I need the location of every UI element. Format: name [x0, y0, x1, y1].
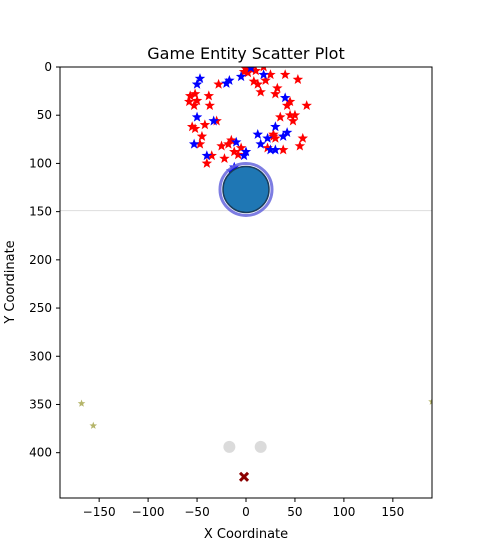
x-tick-label: 0 [242, 505, 250, 519]
star-marker [265, 69, 276, 80]
star-marker [284, 109, 296, 120]
star-marker [201, 157, 213, 168]
star-marker [230, 136, 242, 147]
star-marker [255, 138, 266, 149]
star-marker [77, 399, 86, 407]
star-marker [277, 144, 289, 155]
star-marker [262, 142, 273, 153]
star-marker [277, 130, 289, 141]
star-marker [270, 144, 281, 155]
star-marker [281, 100, 293, 111]
star-marker [224, 75, 235, 85]
x-tick-label: 150 [381, 505, 404, 519]
star-marker [194, 73, 206, 84]
star-marker [189, 88, 201, 99]
star-marker [204, 100, 216, 111]
star-marker [191, 111, 203, 122]
star-marker [221, 77, 232, 88]
star-marker [270, 121, 281, 132]
marks-layer [60, 67, 432, 482]
star-marker [260, 75, 271, 85]
plot-area [60, 67, 432, 498]
chart-title: Game Entity Scatter Plot [147, 44, 344, 63]
star-marker [248, 75, 260, 86]
x-tick-label: −100 [132, 505, 165, 519]
star-marker [226, 165, 237, 176]
star-marker [235, 142, 247, 153]
y-tick-label: 400 [29, 446, 52, 460]
y-axis-title: Y Coordinate [3, 240, 18, 324]
star-marker [289, 109, 301, 120]
star-marker [235, 71, 247, 82]
star-marker [232, 149, 244, 160]
grey-dot-marker [223, 440, 236, 453]
star-marker [89, 421, 98, 429]
star-marker [279, 92, 291, 103]
star-marker [191, 95, 203, 106]
y-tick-label: 50 [37, 108, 52, 122]
x-axis-title: X Coordinate [204, 527, 288, 542]
star-marker [428, 397, 432, 405]
star-marker [208, 115, 219, 126]
star-marker [189, 123, 201, 134]
star-marker [265, 144, 276, 155]
star-marker [194, 138, 206, 149]
star-marker [294, 140, 306, 151]
star-marker [188, 138, 200, 149]
star-marker [268, 130, 279, 141]
star-marker [191, 78, 203, 89]
entity-circle-ring [218, 161, 274, 217]
star-marker [199, 119, 211, 130]
grey-dot-marker [254, 440, 267, 453]
x-marker [238, 471, 250, 482]
star-marker [203, 90, 215, 101]
star-marker [287, 115, 299, 126]
y-tick-label: 200 [29, 253, 52, 267]
star-marker [258, 69, 269, 80]
star-marker [252, 78, 263, 89]
star-marker [284, 96, 296, 107]
star-marker [240, 146, 252, 157]
star-marker [196, 130, 208, 141]
star-marker [183, 96, 195, 107]
entity-circle [222, 165, 270, 214]
star-marker [223, 138, 234, 149]
axis-ticks: −150 −100 −50 0 50 100 150 0 50 100 150 200 250 300 35… [29, 60, 404, 519]
star-marker [213, 78, 224, 89]
star-marker [229, 146, 240, 157]
x-tick-label: 50 [287, 505, 302, 519]
star-marker [226, 134, 237, 145]
y-tick-label: 100 [29, 156, 52, 170]
x-tick-label: −50 [184, 505, 209, 519]
star-marker [201, 150, 213, 161]
star-marker [270, 88, 281, 99]
star-marker [242, 67, 254, 78]
y-tick-label: 0 [44, 60, 52, 74]
y-tick-label: 350 [29, 397, 52, 411]
star-marker [262, 132, 273, 143]
star-marker [188, 100, 200, 111]
star-marker [255, 86, 266, 97]
y-tick-label: 150 [29, 205, 52, 219]
star-marker [270, 132, 281, 143]
star-marker [219, 153, 230, 164]
star-marker [279, 69, 291, 80]
y-tick-label: 250 [29, 301, 52, 315]
x-tick-label: 100 [332, 505, 355, 519]
star-marker [252, 128, 263, 139]
y-tick-label: 300 [29, 349, 52, 363]
star-marker [275, 111, 286, 122]
star-marker [216, 140, 227, 151]
star-marker [281, 127, 293, 138]
star-marker [206, 150, 217, 161]
star-marker [272, 82, 283, 93]
star-marker [184, 90, 196, 101]
star-marker [292, 74, 304, 84]
star-marker [301, 100, 312, 111]
x-tick-label: −150 [83, 505, 116, 519]
star-marker [246, 67, 256, 73]
star-marker [186, 121, 198, 132]
star-marker [297, 132, 309, 143]
